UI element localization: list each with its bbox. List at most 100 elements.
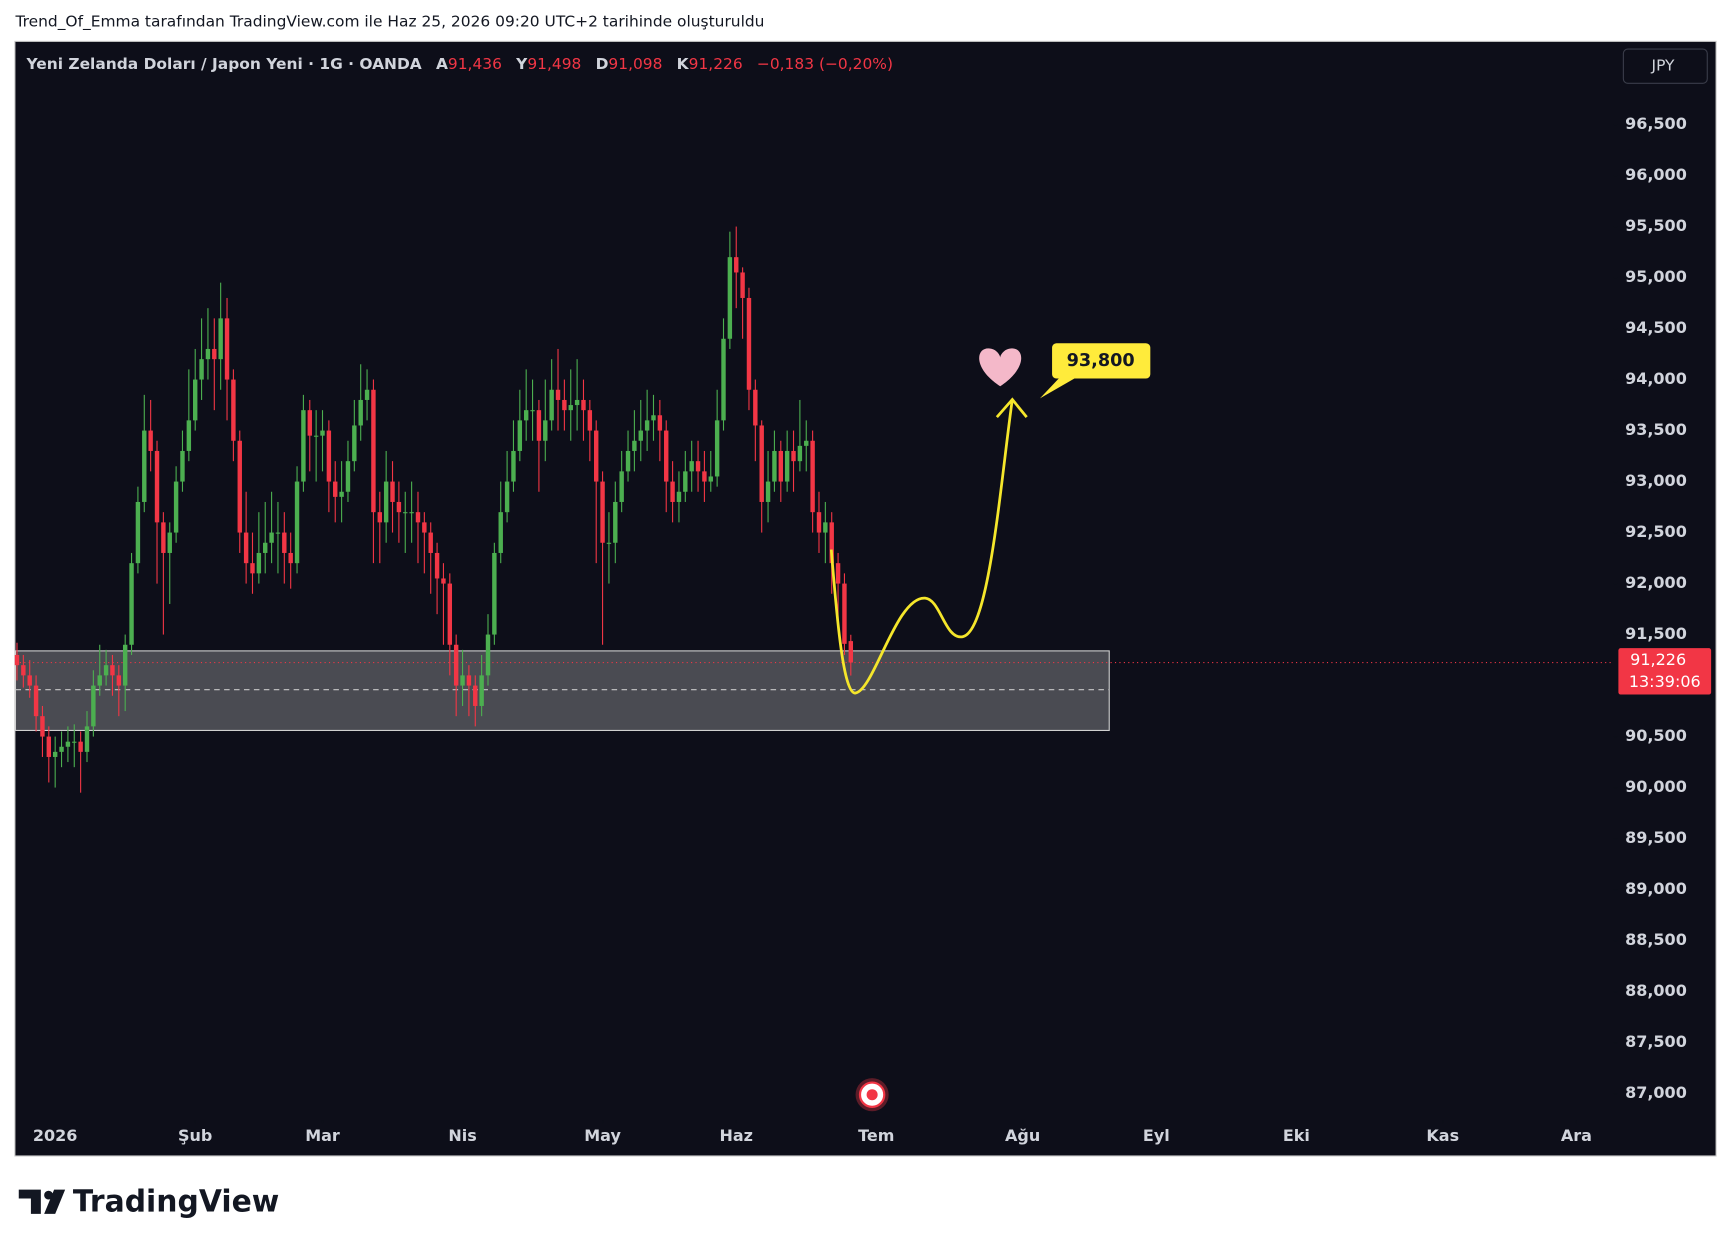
ohlc-value: 91,226 bbox=[689, 55, 743, 73]
candle-body bbox=[600, 481, 605, 543]
ohlc-key: Y bbox=[515, 55, 528, 73]
ohlc-key: K bbox=[677, 55, 690, 73]
x-tick-label: Ara bbox=[1561, 1126, 1592, 1145]
candle-body bbox=[275, 532, 281, 534]
candle-body bbox=[657, 415, 663, 431]
price-label: 91,226 bbox=[1630, 650, 1686, 669]
arrow-head bbox=[995, 397, 1028, 419]
candle-body bbox=[479, 675, 484, 706]
x-tick-label: Eki bbox=[1283, 1126, 1310, 1145]
x-tick-label: 2026 bbox=[33, 1126, 78, 1145]
candle-body bbox=[116, 675, 122, 686]
ohlc-value: 91,436 bbox=[448, 55, 502, 73]
candle-body bbox=[562, 399, 567, 411]
candle-body bbox=[708, 476, 713, 482]
candle-body bbox=[142, 430, 147, 502]
candle-body bbox=[40, 716, 45, 737]
candle-body bbox=[91, 685, 96, 727]
change: −0,183 (−0,20%) bbox=[757, 55, 893, 73]
support-zone bbox=[14, 650, 1110, 731]
candle-body bbox=[670, 481, 675, 502]
callout-label: 93,800 bbox=[1067, 351, 1135, 371]
candle-body bbox=[689, 461, 694, 472]
candle-body bbox=[434, 552, 440, 579]
candle-body bbox=[358, 399, 363, 426]
x-tick-label: Şub bbox=[178, 1126, 212, 1145]
candle-body bbox=[619, 471, 624, 502]
candle-body bbox=[52, 751, 58, 757]
candle-body bbox=[638, 430, 643, 441]
candle-body bbox=[676, 491, 682, 502]
candle-body bbox=[587, 410, 593, 431]
candle-body bbox=[396, 501, 402, 513]
candle-body bbox=[364, 389, 370, 400]
candle-body bbox=[804, 440, 809, 446]
y-tick-label: 92,500 bbox=[1625, 522, 1687, 541]
candle-body bbox=[383, 481, 389, 523]
candle-body bbox=[33, 685, 39, 717]
candle-body bbox=[460, 675, 465, 686]
candle-body bbox=[568, 405, 573, 411]
y-tick-label: 94,000 bbox=[1625, 369, 1687, 388]
ohlc-value: 91,098 bbox=[608, 55, 662, 73]
candle-body bbox=[593, 430, 599, 482]
y-tick-label: 92,000 bbox=[1625, 573, 1687, 592]
candle-body bbox=[212, 348, 217, 360]
candle-body bbox=[161, 522, 166, 553]
candle-body bbox=[65, 741, 71, 747]
candle-body bbox=[403, 512, 408, 514]
candle-body bbox=[740, 272, 745, 298]
currency-button[interactable] bbox=[1622, 48, 1708, 84]
candle-body bbox=[294, 481, 300, 564]
candle-body bbox=[224, 318, 230, 380]
candle-body bbox=[473, 685, 478, 706]
y-tick-label: 95,000 bbox=[1625, 267, 1687, 286]
candle-body bbox=[122, 644, 128, 686]
y-tick-label: 93,500 bbox=[1625, 420, 1687, 439]
candle-body bbox=[326, 430, 332, 482]
candle-body bbox=[753, 389, 758, 426]
candle-body bbox=[415, 512, 421, 523]
candle-body bbox=[46, 736, 52, 757]
y-tick-label: 90,000 bbox=[1625, 777, 1687, 796]
candle-body bbox=[320, 430, 325, 436]
candle-body bbox=[746, 297, 752, 390]
candle-body bbox=[549, 389, 554, 421]
y-tick-label: 87,000 bbox=[1625, 1083, 1687, 1102]
x-tick-label: Eyl bbox=[1143, 1126, 1170, 1145]
candle-body bbox=[377, 512, 383, 523]
candle-body bbox=[848, 641, 854, 663]
plot-area: 87,000 87,500 88,000 88,500 89,000 89,500 90,0… bbox=[14, 114, 1712, 1145]
y-tick-label: 94,500 bbox=[1625, 318, 1687, 337]
candle-body bbox=[772, 450, 777, 482]
candle-body bbox=[135, 501, 141, 564]
candle-body bbox=[263, 542, 268, 553]
candle-body bbox=[218, 318, 223, 360]
candle-body bbox=[237, 440, 242, 533]
y-tick-label: 93,000 bbox=[1625, 471, 1687, 490]
candle-body bbox=[243, 532, 249, 564]
candle-body bbox=[613, 501, 618, 543]
y-tick-label: 96,000 bbox=[1625, 165, 1687, 184]
candle-body bbox=[173, 481, 179, 533]
x-tick-label: Mar bbox=[305, 1126, 340, 1145]
candle-body bbox=[517, 420, 523, 451]
candle-body bbox=[721, 338, 726, 421]
candle-body bbox=[186, 420, 192, 451]
candle-body bbox=[256, 552, 262, 574]
heart-icon bbox=[979, 348, 1022, 387]
currency-label: JPY bbox=[1651, 57, 1676, 75]
candle-body bbox=[301, 410, 306, 482]
candle-body bbox=[453, 644, 459, 686]
candle-body bbox=[333, 481, 338, 497]
legend-line: Yeni Zelanda Doları / Japon Yeni · 1G · … bbox=[25, 55, 893, 73]
candle-body bbox=[447, 583, 453, 645]
x-tick-label: May bbox=[584, 1126, 621, 1145]
candle-body bbox=[829, 522, 834, 564]
candle-body bbox=[702, 471, 707, 482]
candle-body bbox=[27, 675, 32, 686]
candle-body bbox=[14, 654, 20, 666]
brand-name: TradingView bbox=[73, 1184, 279, 1219]
candle-body bbox=[835, 563, 841, 584]
